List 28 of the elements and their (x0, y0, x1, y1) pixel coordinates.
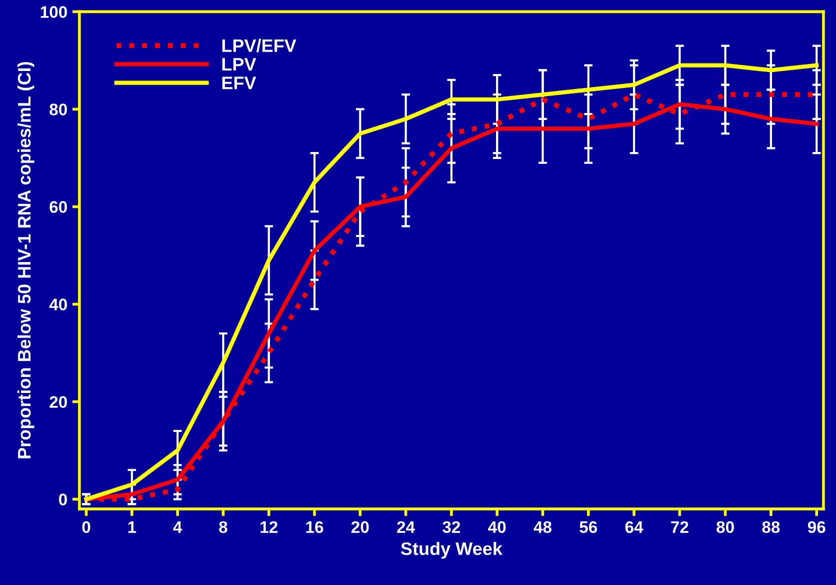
y-tick-label: 20 (50, 396, 67, 408)
legend-label: EFV (222, 76, 256, 90)
y-axis-title: Proportion Below 50 HIV-1 RNA copies/mL (CI) (17, 62, 34, 458)
x-tick-label: 0 (82, 521, 90, 533)
x-tick-label: 20 (351, 521, 369, 533)
x-tick-label: 64 (625, 521, 644, 533)
x-tick-label: 72 (671, 521, 688, 533)
x-tick-label: 1 (128, 521, 136, 533)
x-tick-label: 96 (808, 521, 826, 533)
x-tick-label: 32 (442, 521, 460, 534)
x-tick-label: 80 (716, 521, 734, 533)
x-tick-label: 16 (306, 521, 324, 533)
x-tick-label: 56 (580, 521, 598, 533)
x-tick-label: 4 (173, 521, 182, 533)
x-tick-label: 48 (534, 521, 552, 533)
y-tick-label: 40 (49, 298, 67, 310)
legend-label: LPV/EFV (222, 38, 296, 52)
y-tick-label: 60 (50, 201, 67, 213)
y-tick-label: 100 (40, 6, 67, 18)
y-tick-label: 80 (50, 104, 67, 116)
y-tick-label: 0 (59, 494, 67, 506)
x-axis-title: Study Week (400, 542, 502, 559)
x-tick-label: 8 (219, 521, 228, 533)
x-tick-label: 24 (397, 521, 415, 533)
x-tick-label: 88 (762, 521, 780, 533)
x-tick-label: 40 (488, 521, 506, 533)
x-tick-label: 12 (260, 521, 278, 533)
legend-label: LPV (222, 58, 256, 71)
